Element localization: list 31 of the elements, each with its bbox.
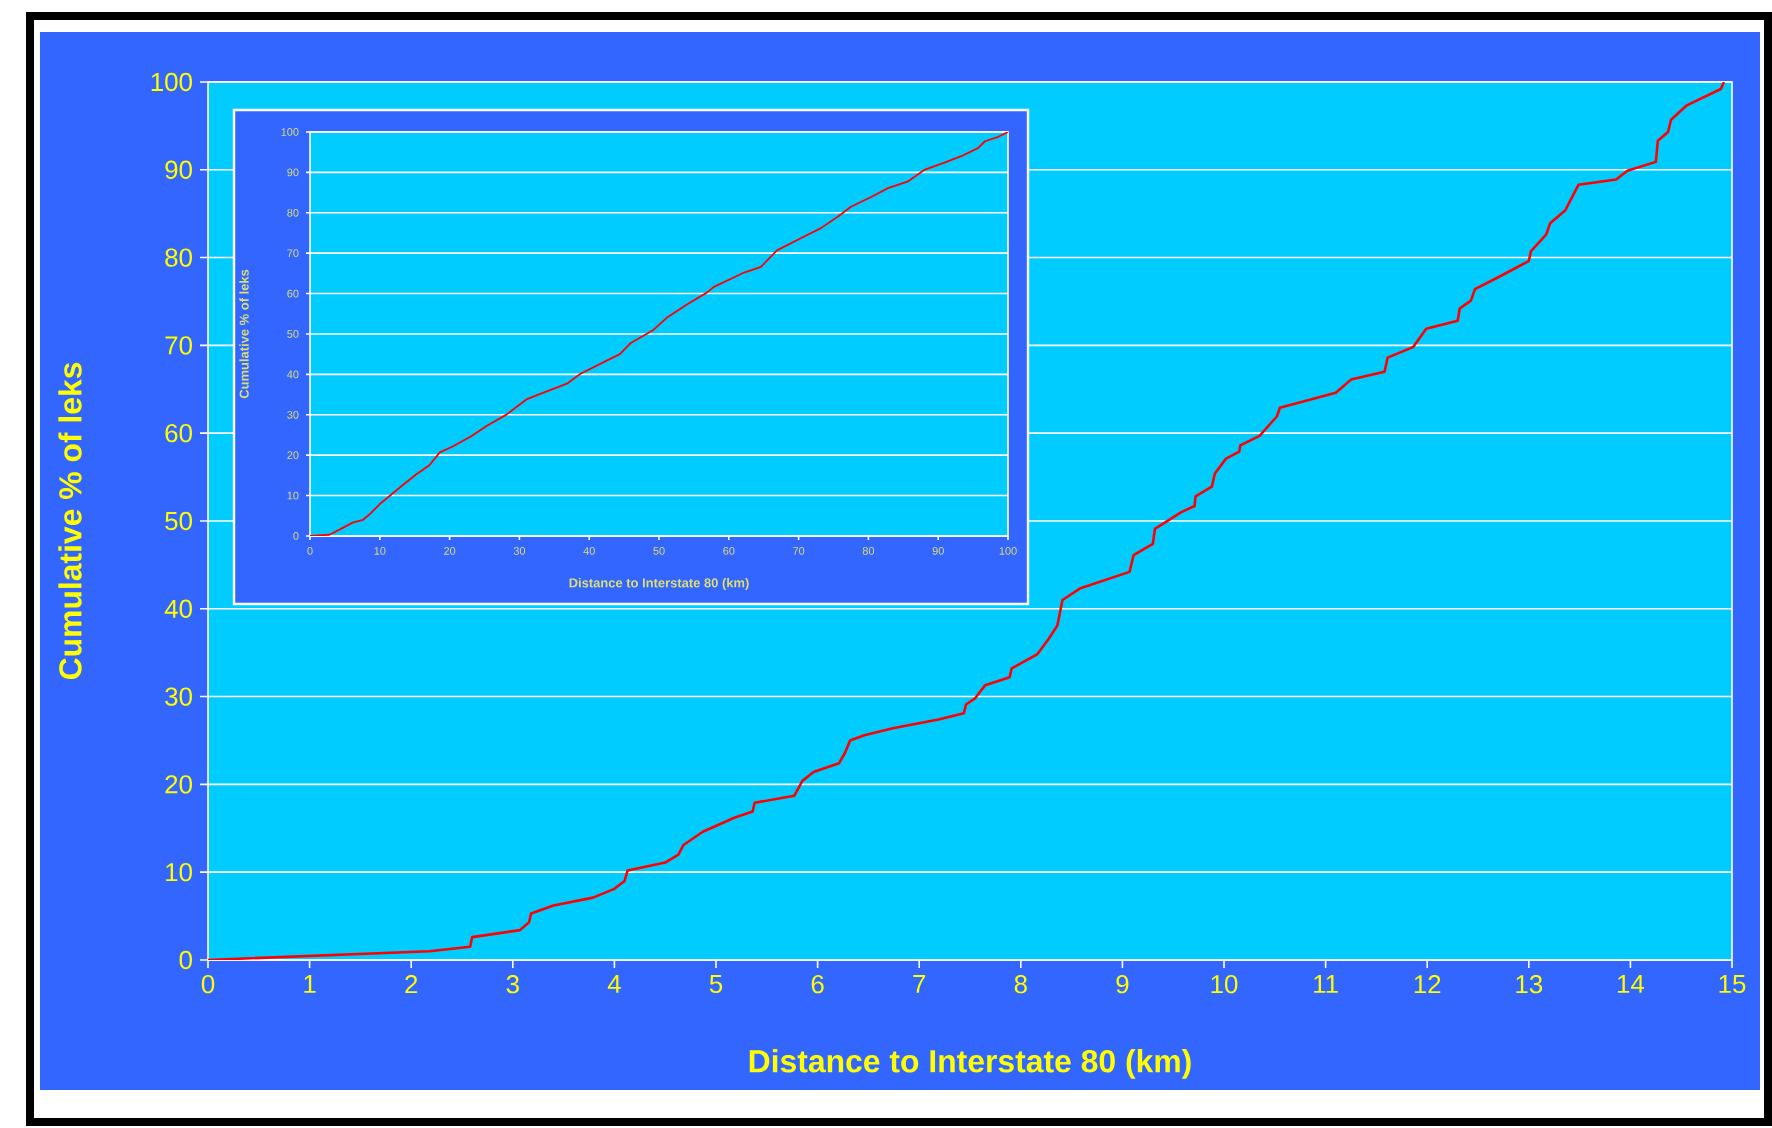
x-tick-label: 2 xyxy=(405,975,418,994)
y-tick-label: 90 xyxy=(165,160,192,179)
x-tick-label: 5 xyxy=(709,975,723,994)
x-tick-label: 4 xyxy=(607,975,621,993)
x-tick-label: 1 xyxy=(304,975,316,993)
y-tick-label: 100 xyxy=(151,72,192,92)
y-axis-title: Cumulative % of leks xyxy=(58,362,82,680)
x-tick-label: 8 xyxy=(1014,975,1027,994)
x-tick-label: 15 xyxy=(1719,975,1746,994)
y-tick-label: 80 xyxy=(165,248,192,267)
x-tick-label: 9 xyxy=(1116,975,1129,994)
y-tick-label: 40 xyxy=(164,599,192,618)
x-tick-label: 14 xyxy=(1617,975,1645,993)
y-tick-label: 20 xyxy=(165,775,192,794)
x-tick-label: 11 xyxy=(1314,975,1338,993)
x-axis-title: Distance to Interstate 80 (km) xyxy=(749,1049,1191,1079)
y-tick-label: 30 xyxy=(165,687,192,706)
y-tick-label: 0 xyxy=(179,950,192,970)
y-tick-label: 60 xyxy=(165,423,192,443)
x-tick-label: 10 xyxy=(1211,975,1238,994)
x-tick-label: 3 xyxy=(506,975,519,994)
line-series xyxy=(208,81,1726,960)
y-tick-label: 10 xyxy=(166,862,192,882)
x-tick-label: 0 xyxy=(201,975,215,994)
y-tick-label: 70 xyxy=(165,336,192,355)
line-series xyxy=(310,131,1009,536)
x-tick-label: 6 xyxy=(811,975,824,994)
x-tick-label: 13 xyxy=(1516,975,1543,994)
y-tick-label: 50 xyxy=(165,511,192,531)
x-tick-label: 7 xyxy=(913,975,926,993)
x-tick-label: 12 xyxy=(1414,975,1441,994)
